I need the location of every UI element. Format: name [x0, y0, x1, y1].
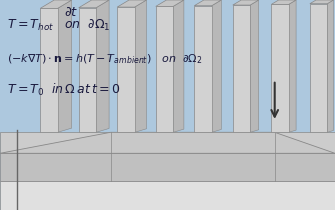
- Text: $\partial t$: $\partial t$: [64, 6, 78, 19]
- Text: $T = T_0$  $\mathit{in}\,\Omega\,\mathit{at}\,t = 0$: $T = T_0$ $\mathit{in}\,\Omega\,\mathit{…: [7, 82, 120, 98]
- Polygon shape: [0, 153, 335, 181]
- Polygon shape: [327, 0, 333, 132]
- Polygon shape: [0, 132, 335, 153]
- Polygon shape: [58, 0, 72, 132]
- Polygon shape: [0, 132, 335, 153]
- Polygon shape: [117, 0, 146, 7]
- Polygon shape: [40, 8, 58, 132]
- Polygon shape: [117, 7, 135, 132]
- Polygon shape: [156, 0, 184, 6]
- Polygon shape: [233, 0, 259, 5]
- Polygon shape: [233, 5, 250, 132]
- Polygon shape: [96, 0, 109, 132]
- Polygon shape: [135, 0, 146, 132]
- Polygon shape: [156, 6, 173, 132]
- Polygon shape: [0, 181, 335, 210]
- Polygon shape: [289, 0, 296, 132]
- Polygon shape: [194, 0, 221, 6]
- Polygon shape: [173, 0, 184, 132]
- Polygon shape: [271, 0, 296, 4]
- Polygon shape: [79, 8, 96, 132]
- Polygon shape: [194, 6, 212, 132]
- Text: $(-k\nabla T) \cdot \mathbf{n} = h(T - T_{ambient})$   $\mathit{on}$  $\partial\: $(-k\nabla T) \cdot \mathbf{n} = h(T - T…: [7, 52, 202, 66]
- Polygon shape: [79, 0, 109, 8]
- Polygon shape: [310, 4, 327, 132]
- Text: $T = T_{hot}$   $\mathit{on}$  $\partial\Omega_1$: $T = T_{hot}$ $\mathit{on}$ $\partial\Om…: [7, 18, 110, 33]
- Polygon shape: [212, 0, 221, 132]
- Polygon shape: [250, 0, 259, 132]
- Polygon shape: [40, 0, 72, 8]
- Polygon shape: [271, 4, 289, 132]
- Polygon shape: [310, 0, 333, 4]
